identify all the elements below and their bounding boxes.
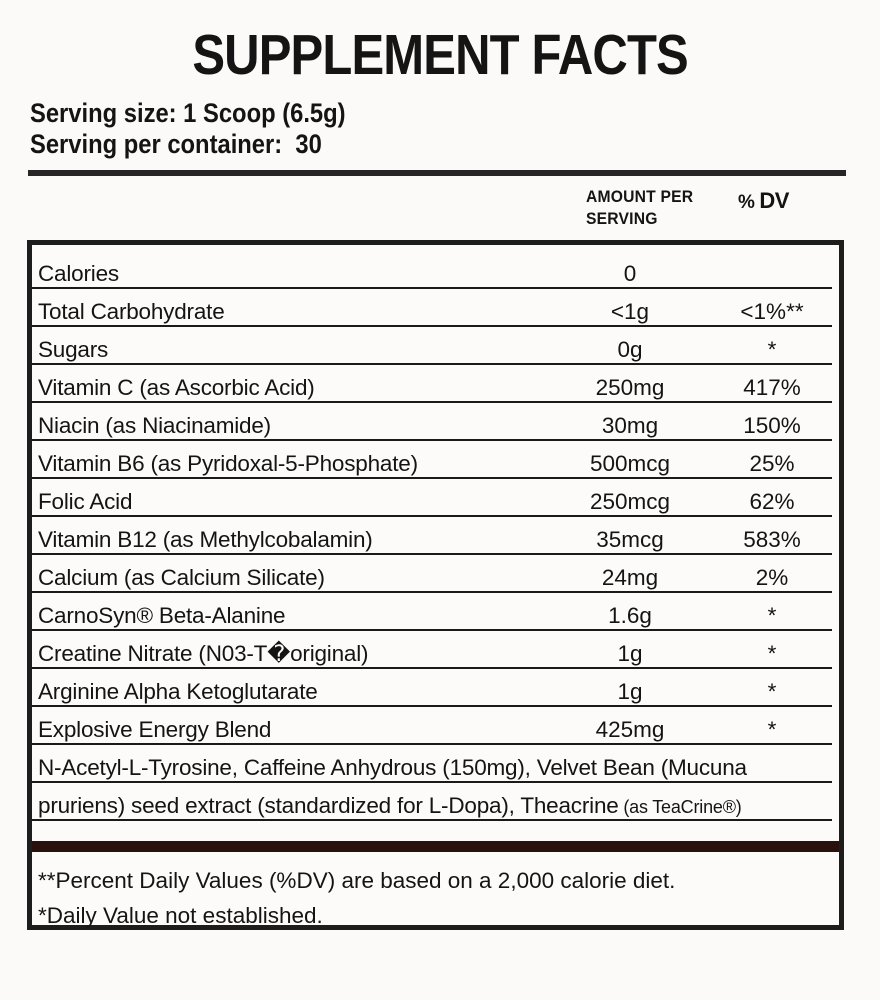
blend-description-text-1: N-Acetyl-L-Tyrosine, Caffeine Anhydrous … (38, 755, 747, 780)
blend-description-line-1: N-Acetyl-L-Tyrosine, Caffeine Anhydrous … (32, 745, 832, 783)
blend-description-text-2: pruriens) seed extract (standardized for… (38, 793, 742, 819)
amount-value: 500mcg (589, 451, 671, 476)
footnote: *Daily Value not established. (32, 903, 839, 938)
dv-value: 417% (743, 375, 801, 400)
amount-value: 250mg (595, 375, 665, 400)
serving-info: Serving size: 1 Scoop (6.5g) Serving per… (30, 98, 389, 160)
amount-value: 1.6g (608, 603, 652, 628)
ingredient-name: Calcium (as Calcium Silicate) (38, 565, 325, 590)
blend-description-line-2: pruriens) seed extract (standardized for… (32, 783, 832, 821)
amount-value: 35mcg (596, 527, 664, 552)
label-title-text: SUPPLEMENT FACTS (192, 23, 688, 87)
amount-header-line2: SERVING (586, 210, 658, 228)
dv-value: 2% (755, 565, 789, 590)
amount-value: 24mg (601, 565, 659, 590)
dv-value: * (767, 603, 777, 628)
header-divider-rule (28, 170, 846, 176)
serving-size-line: Serving size: 1 Scoop (6.5g) (30, 98, 389, 129)
label-title: SUPPLEMENT FACTS (0, 22, 880, 88)
table-row: Sugars 0g * (32, 327, 832, 365)
dv-value: 62% (749, 489, 795, 514)
amount-per-serving-header: AMOUNT PER SERVING (586, 186, 699, 230)
amount-value: <1g (610, 299, 650, 324)
table-row: Calcium (as Calcium Silicate) 24mg 2% (32, 555, 832, 593)
table-row: Creatine Nitrate (N03-T�original) 1g * (32, 631, 832, 669)
serving-per-container-text: Serving per container: 30 (30, 129, 322, 159)
dv-value: 583% (743, 527, 801, 552)
table-row: Niacin (as Niacinamide) 30mg 150% (32, 403, 832, 441)
ingredient-name: Vitamin C (as Ascorbic Acid) (38, 375, 315, 400)
percent-sign: % (738, 192, 755, 213)
amount-value: 1g (617, 641, 643, 666)
ingredient-name: Arginine Alpha Ketoglutarate (38, 679, 318, 704)
footnotes: **Percent Daily Values (%DV) are based o… (32, 852, 839, 938)
amount-value: 0 (623, 261, 637, 286)
table-row: Arginine Alpha Ketoglutarate 1g * (32, 669, 832, 707)
dv-value: * (767, 337, 777, 362)
ingredient-name: Creatine Nitrate (N03-T�original) (38, 641, 369, 666)
separator-bar (32, 841, 839, 852)
footnote-text: *Daily Value not established. (38, 903, 323, 928)
facts-box: Calories 0 Total Carbohydrate <1g <1%** … (27, 240, 844, 930)
ingredient-name: Sugars (38, 337, 109, 362)
ingredient-name: CarnoSyn® Beta-Alanine (38, 603, 286, 628)
amount-value: 1g (617, 679, 643, 704)
dv-text: DV (759, 188, 789, 213)
table-row: CarnoSyn® Beta-Alanine 1.6g * (32, 593, 832, 631)
table-row: Calories 0 (32, 245, 832, 289)
table-row: Vitamin C (as Ascorbic Acid) 250mg 417% (32, 365, 832, 403)
percent-dv-header: % DV (738, 188, 789, 214)
serving-per-container-line: Serving per container: 30 (30, 129, 389, 160)
ingredient-name: Explosive Energy Blend (38, 717, 272, 742)
amount-value: 0g (617, 337, 643, 362)
blend-line2-small: (as TeaCrine®) (618, 797, 742, 817)
ingredient-name: Niacin (as Niacinamide) (38, 413, 271, 438)
dv-value: * (767, 641, 777, 666)
dv-value: 150% (743, 413, 801, 438)
ingredient-name: Folic Acid (38, 489, 133, 514)
table-row: Vitamin B12 (as Methylcobalamin) 35mcg 5… (32, 517, 832, 555)
footnote-text: **Percent Daily Values (%DV) are based o… (38, 868, 676, 893)
dv-value: 25% (749, 451, 795, 476)
serving-size-text: Serving size: 1 Scoop (6.5g) (30, 98, 346, 128)
footnote: **Percent Daily Values (%DV) are based o… (32, 868, 839, 903)
table-row: Explosive Energy Blend 425mg * (32, 707, 832, 745)
facts-rows: Calories 0 Total Carbohydrate <1g <1%** … (32, 245, 839, 745)
amount-header-line1: AMOUNT PER (586, 188, 694, 206)
dv-value: * (767, 679, 777, 704)
blend-line2-main: pruriens) seed extract (standardized for… (38, 793, 619, 818)
ingredient-name: Total Carbohydrate (38, 299, 225, 324)
amount-value: 425mg (595, 717, 665, 742)
table-row: Folic Acid 250mcg 62% (32, 479, 832, 517)
ingredient-name: Calories (38, 261, 119, 286)
table-row: Vitamin B6 (as Pyridoxal-5-Phosphate) 50… (32, 441, 832, 479)
dv-value: * (767, 717, 777, 742)
dv-value: <1%** (740, 299, 804, 324)
ingredient-name: Vitamin B12 (as Methylcobalamin) (38, 527, 373, 552)
amount-value: 250mcg (589, 489, 671, 514)
table-row: Total Carbohydrate <1g <1%** (32, 289, 832, 327)
amount-value: 30mg (601, 413, 659, 438)
ingredient-name: Vitamin B6 (as Pyridoxal-5-Phosphate) (38, 451, 418, 476)
